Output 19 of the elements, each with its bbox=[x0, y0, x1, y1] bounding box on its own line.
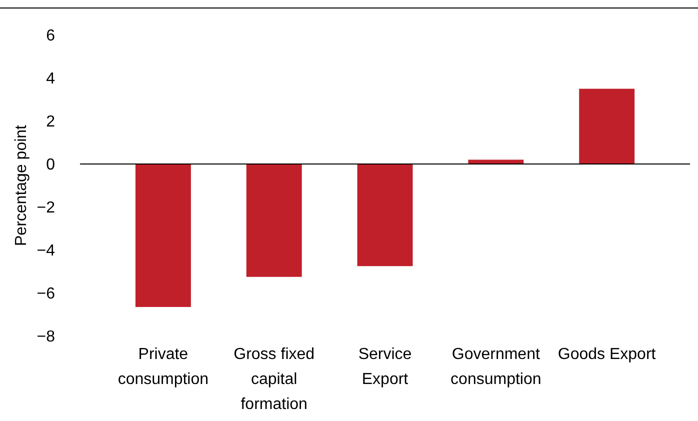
y-axis-title: Percentage point bbox=[13, 124, 30, 246]
bar bbox=[135, 164, 191, 307]
x-tick-label: Government consumption bbox=[450, 346, 542, 388]
x-tick-label: Goods Export bbox=[558, 346, 656, 363]
y-tick-label: 6 bbox=[46, 28, 56, 45]
y-tick-label: 0 bbox=[46, 156, 56, 174]
x-tick-label: Service Export bbox=[358, 346, 412, 388]
y-tick-label: −4 bbox=[36, 242, 56, 260]
x-tick-label: Gross fixed capital formation bbox=[234, 346, 315, 413]
y-tick-label: −6 bbox=[36, 286, 56, 303]
bar bbox=[246, 164, 302, 277]
y-tick-label: −8 bbox=[36, 328, 56, 346]
bar bbox=[579, 88, 635, 164]
bar bbox=[468, 160, 524, 164]
y-tick-label: 2 bbox=[46, 114, 56, 131]
x-tick-label: Private consumption bbox=[118, 346, 209, 388]
y-tick-label: −2 bbox=[36, 200, 56, 217]
y-tick-label: 4 bbox=[46, 70, 56, 88]
bar bbox=[357, 164, 413, 266]
